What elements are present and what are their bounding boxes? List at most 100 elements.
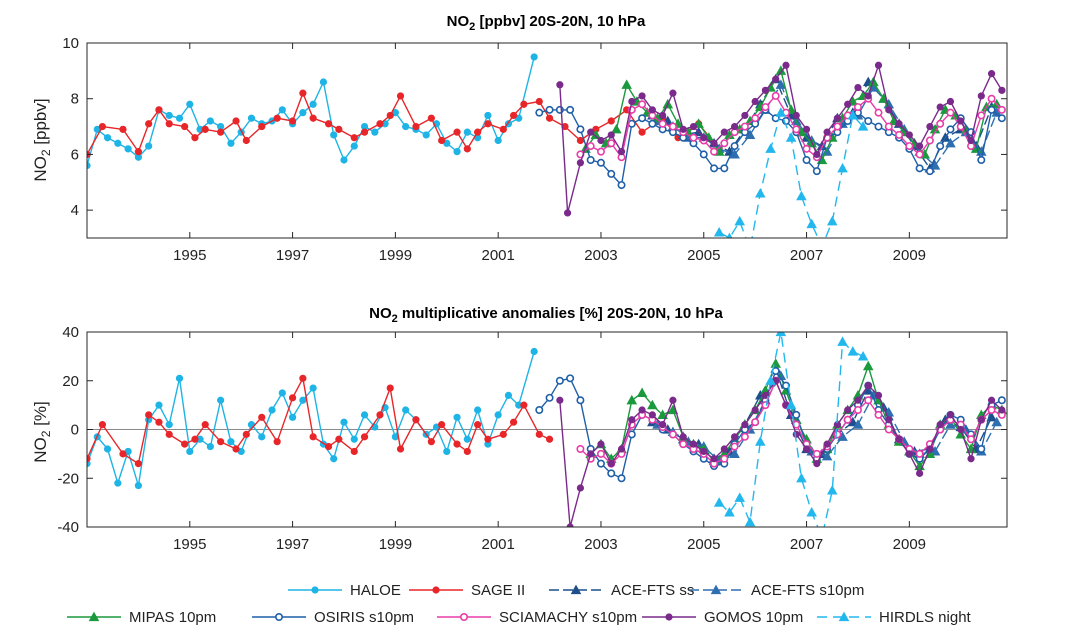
gomos-point-25 [813,150,821,159]
x-tick-label: 1995 [173,247,206,264]
x-tick-label: 1999 [379,247,412,264]
hirdls-point-0 [713,227,725,237]
sciamachy-point-40 [987,94,996,103]
haloe-point-13 [217,396,225,404]
x-tick-label: 2003 [584,247,617,264]
sciamachy-point-15 [730,442,739,451]
gomos-point-18 [741,111,749,120]
legend-item-mipas: MIPAS 10pm [67,609,216,626]
sage-point-20 [350,447,358,456]
haloe-point-23 [319,78,328,86]
osiris-point-6 [596,158,605,167]
sage-point-9 [201,421,209,429]
gomos-point-8 [638,406,646,414]
mipas-point-6 [647,399,658,410]
sage-point-1 [98,421,107,429]
gomos-point-1 [566,523,574,527]
gomos-point-3 [587,128,595,136]
mipas-point-3 [611,123,622,134]
sage-point-3 [134,460,142,468]
gomos-point-31 [874,61,883,69]
haloe-point-18 [268,406,276,414]
series-hirdls [713,107,869,238]
haloe-point-43 [530,347,538,356]
mipas-point-4 [621,79,632,89]
gomos-point-17 [730,122,739,131]
aces10-point-11 [821,450,833,461]
x-tick-label: 2007 [790,536,823,553]
y-tick-label: 10 [62,35,79,52]
gomos-point-12 [679,433,687,441]
sciamachy-point-14 [720,139,729,148]
gomos-point-41 [977,92,985,100]
gomos-point-24 [802,445,811,453]
osiris-point-11 [648,119,657,128]
legend-label: HALOE [350,582,401,599]
sciamachy-point-19 [771,91,780,100]
sage-point-34 [520,401,528,409]
sciamachy-point-9 [668,122,677,131]
osiris-point-18 [720,164,729,173]
sage-point-25 [412,122,420,131]
sage-point-21 [360,433,369,441]
haloe-point-14 [227,139,235,147]
gomos-point-38 [946,411,955,419]
legend-row1-bg [286,578,786,602]
sciamachy-point-0 [576,444,585,453]
haloe-point-19 [278,389,286,397]
osiris-point-32 [864,117,873,126]
series-hirdls [713,332,869,527]
gomos-point-37 [936,421,944,429]
gomos-point-6 [617,148,626,156]
hirdls-point-0 [713,497,725,507]
gomos-point-39 [957,425,965,434]
hirdls-point-7 [785,399,797,410]
gomos-point-15 [710,139,718,147]
gomos-point-39 [957,117,965,125]
gomos-point-37 [936,103,944,111]
legend-item-sciamachy: SCIAMACHY s10pm [437,609,637,626]
sage-point-7 [181,122,189,131]
sage-point-31 [484,435,492,443]
legend-item-osiris: OSIRIS s10pm [252,609,414,626]
sage-point-26 [427,438,435,446]
x-tick-label: 1997 [276,247,309,264]
osiris-point-8 [617,181,626,190]
sciamachy-point-41 [997,105,1006,114]
series-line-haloe [87,351,535,487]
gomos-point-10 [659,111,667,120]
gomos-point-7 [628,97,636,106]
sciamachy-point-18 [761,401,770,410]
sciamachy-point-33 [915,150,924,159]
sage-point-30 [474,128,482,136]
osiris-point-7 [607,469,616,478]
gomos-point-25 [813,460,821,468]
gomos-point-38 [946,97,955,106]
haloe-point-17 [258,433,266,441]
hirdls-point-7 [785,132,797,142]
sciamachy-point-25 [833,430,842,439]
sage-point-40 [607,117,615,125]
x-tick-label: 2001 [481,247,514,264]
sage-point-8 [191,134,199,142]
haloe-point-4 [124,145,132,153]
sage-point-26 [427,114,435,122]
gomos-point-20 [761,86,770,94]
haloe-point-40 [494,411,502,419]
series-sage [87,374,554,468]
sage-point-21 [360,128,369,136]
legend-sage-point-0 [432,586,440,594]
gomos-point-10 [659,421,667,429]
haloe-point-21 [299,396,307,404]
haloe-point-7 [155,401,163,409]
sage-point-15 [288,117,297,125]
gomos-point-29 [854,396,862,404]
osiris-point-3 [566,105,575,114]
series-group [87,53,1006,238]
sciamachy-point-35 [936,119,945,128]
sage-point-15 [288,394,297,402]
sage-point-23 [386,111,394,120]
series-haloe [87,347,538,490]
haloe-point-19 [278,106,286,114]
